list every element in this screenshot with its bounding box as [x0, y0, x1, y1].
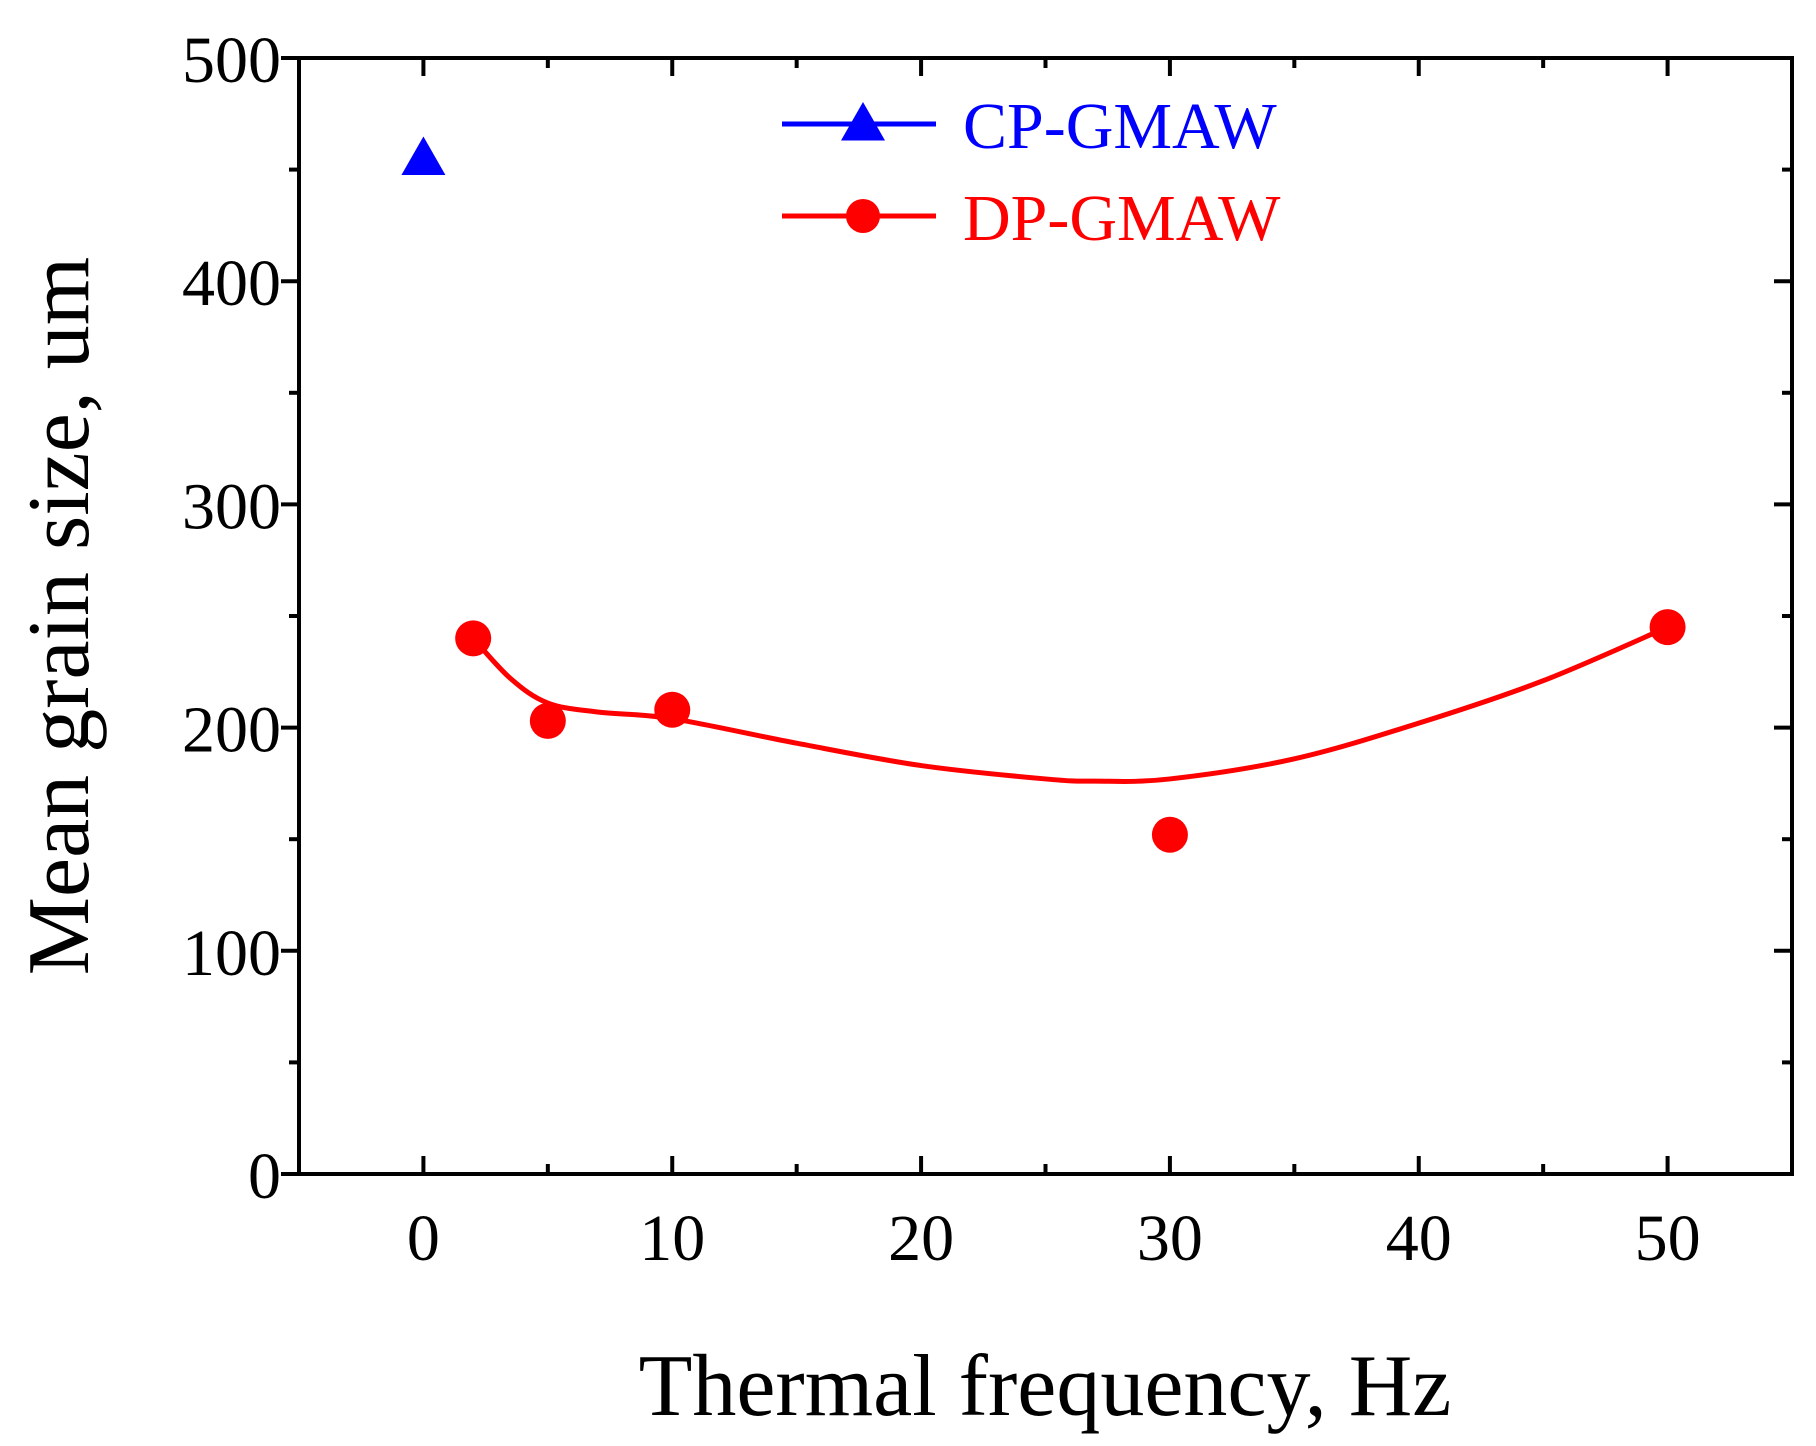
data-point-dp-gmaw [654, 691, 691, 728]
legend-label-cp-gmaw: CP-GMAW [963, 90, 1277, 163]
x-axis-title: Thermal frequency, Hz [639, 1338, 1452, 1435]
data-point-dp-gmaw [1649, 609, 1686, 646]
legend-marker-dp-gmaw [846, 199, 880, 233]
x-tick-label: 40 [1386, 1202, 1452, 1275]
data-point-cp-gmaw [401, 136, 446, 175]
y-tick-label: 300 [182, 470, 281, 543]
x-tick-label: 30 [1137, 1202, 1203, 1275]
y-tick-label: 500 [182, 24, 281, 97]
x-tick-label: 20 [888, 1202, 954, 1275]
y-tick-label: 0 [248, 1140, 281, 1213]
legend-label-dp-gmaw: DP-GMAW [963, 182, 1281, 255]
x-tick-label: 10 [639, 1202, 705, 1275]
y-axis-title: Mean grain size, um [11, 257, 108, 975]
y-tick-label: 200 [182, 694, 281, 767]
axis-ticks [281, 56, 1792, 1176]
data-point-dp-gmaw [529, 702, 566, 739]
y-tick-label: 100 [182, 917, 281, 990]
fit-lines [471, 624, 1669, 784]
x-tick-label: 50 [1635, 1202, 1701, 1275]
x-tick-label: 0 [407, 1202, 440, 1275]
y-tick-label: 400 [182, 247, 281, 320]
data-point-dp-gmaw [455, 620, 492, 657]
legend-marker-cp-gmaw [841, 102, 885, 141]
data-point-dp-gmaw [1151, 816, 1188, 853]
legend: CP-GMAW DP-GMAW [782, 90, 1281, 255]
data-markers [401, 136, 1686, 853]
fit-curve-dp-gmaw [471, 624, 1669, 784]
